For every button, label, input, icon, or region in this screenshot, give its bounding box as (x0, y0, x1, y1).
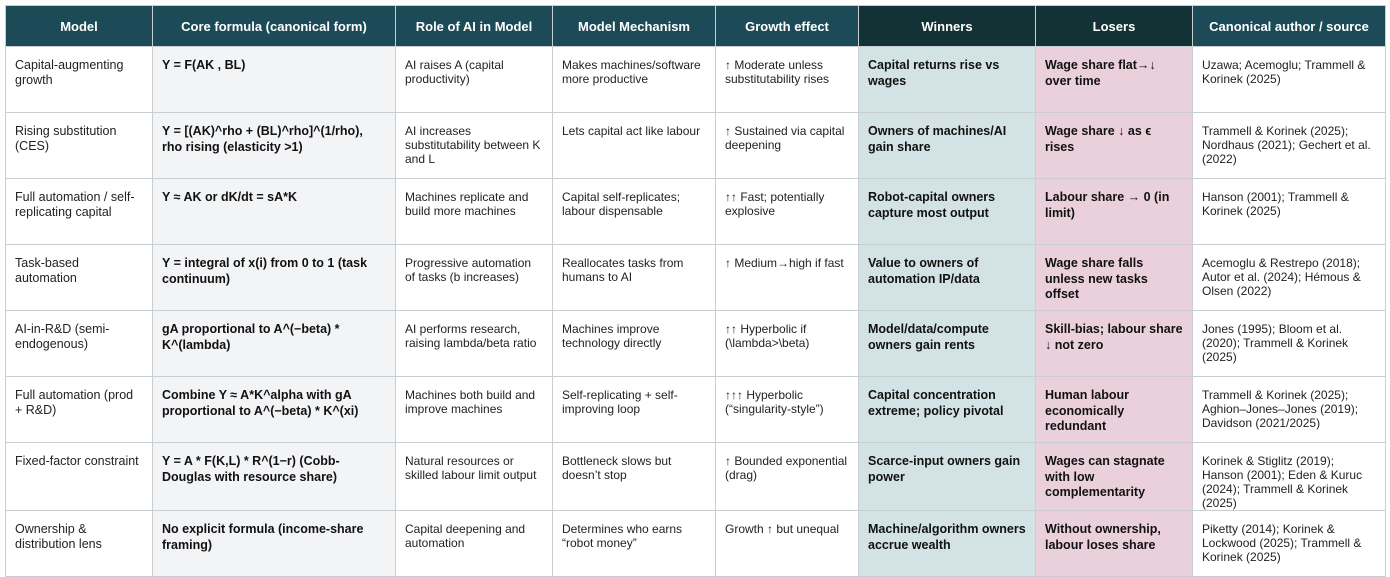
table-cell: AI performs research, raising lambda/bet… (395, 310, 553, 377)
table-cell: Y = integral of x(i) from 0 to 1 (task c… (152, 244, 396, 311)
table-cell: Trammell & Korinek (2025); Nordhaus (202… (1192, 112, 1386, 179)
table-cell: AI raises A (capital productivity) (395, 46, 553, 113)
table-cell: Capital-augmenting growth (5, 46, 153, 113)
table-cell: Full automation / self-replicating capit… (5, 178, 153, 245)
table-cell: Capital self-replicates; labour dispensa… (552, 178, 716, 245)
table-cell: Ownership & distribution lens (5, 510, 153, 577)
table-cell: Capital deepening and automation (395, 510, 553, 577)
table-cell: ↑↑ Hyperbolic if (\lambda>\beta) (715, 310, 859, 377)
table-row: Ownership & distribution lens No explicit… (5, 510, 1386, 577)
table-cell: Full automation (prod + R&D) (5, 376, 153, 443)
table-cell: Determines who earns “robot money” (552, 510, 716, 577)
table-row: Fixed-factor constraint Y = A * F(K,L) * … (5, 442, 1386, 511)
table-cell: Acemoglu & Restrepo (2018); Autor et al.… (1192, 244, 1386, 311)
table-cell: Piketty (2014); Korinek & Lockwood (2025… (1192, 510, 1386, 577)
table-cell: Robot-capital owners capture most output (858, 178, 1036, 245)
table-cell: Value to owners of automation IP/data (858, 244, 1036, 311)
table-cell: Makes machines/software more productive (552, 46, 716, 113)
header-cell: Core formula (canonical form) (152, 5, 396, 47)
header-cell: Winners (858, 5, 1036, 47)
table-row: Full automation / self-replicating capit… (5, 178, 1386, 245)
table-cell: Machine/algorithm owners accrue wealth (858, 510, 1036, 577)
table-cell: Machines both build and improve machines (395, 376, 553, 443)
table-cell: Progressive automation of tasks (b incre… (395, 244, 553, 311)
table-cell: ↑↑↑ Hyperbolic (“singularity-style”) (715, 376, 859, 443)
table-cell: AI increases substitutability between K … (395, 112, 553, 179)
comparison-table: Model Core formula (canonical form) Role o… (5, 5, 1386, 577)
table-cell: Machines replicate and build more machin… (395, 178, 553, 245)
table-cell: Capital returns rise vs wages (858, 46, 1036, 113)
table-cell: gA proportional to A^(−beta) * K^(lambda… (152, 310, 396, 377)
table-cell: AI-in-R&D (semi-endogenous) (5, 310, 153, 377)
header-cell: Canonical author / source (1192, 5, 1386, 47)
table-cell: Model/data/compute owners gain rents (858, 310, 1036, 377)
table-cell: Wage share flat→↓ over time (1035, 46, 1193, 113)
table-row: AI-in-R&D (semi-endogenous) gA proportion… (5, 310, 1386, 377)
table-cell: Trammell & Korinek (2025); Aghion–Jones–… (1192, 376, 1386, 443)
table-cell: Korinek & Stiglitz (2019); Hanson (2001)… (1192, 442, 1386, 511)
table-cell: ↑ Bounded exponential (drag) (715, 442, 859, 511)
header-cell: Model (5, 5, 153, 47)
table-row: Task-based automation Y = integral of x(i… (5, 244, 1386, 311)
table-cell: ↑ Moderate unless substitutability rises (715, 46, 859, 113)
table-cell: Capital concentration extreme; policy pi… (858, 376, 1036, 443)
header-row: Model Core formula (canonical form) Role o… (5, 5, 1386, 47)
table-cell: Fixed-factor constraint (5, 442, 153, 511)
table-cell: Wage share ↓ as ϵ rises (1035, 112, 1193, 179)
table-cell: ↑ Medium→high if fast (715, 244, 859, 311)
table-cell: Y ≈ AK or dK/dt = sA*K (152, 178, 396, 245)
table-row: Rising substitution (CES) Y = [(AK)^rho +… (5, 112, 1386, 179)
table-cell: Hanson (2001); Trammell & Korinek (2025) (1192, 178, 1386, 245)
table-cell: Bottleneck slows but doesn’t stop (552, 442, 716, 511)
table-cell: Scarce-input owners gain power (858, 442, 1036, 511)
table-cell: ↑↑ Fast; potentially explosive (715, 178, 859, 245)
table-cell: Y = [(AK)^rho + (BL)^rho]^(1/rho), rho r… (152, 112, 396, 179)
table-row: Full automation (prod + R&D) Combine Y ≈ … (5, 376, 1386, 443)
header-cell: Model Mechanism (552, 5, 716, 47)
table-cell: Labour share → 0 (in limit) (1035, 178, 1193, 245)
table-cell: Human labour economically redundant (1035, 376, 1193, 443)
table-cell: Y = A * F(K,L) * R^(1−r) (Cobb-Douglas w… (152, 442, 396, 511)
table-cell: Owners of machines/AI gain share (858, 112, 1036, 179)
table-cell: Without ownership, labour loses share (1035, 510, 1193, 577)
header-cell: Losers (1035, 5, 1193, 47)
table-cell: Natural resources or skilled labour limi… (395, 442, 553, 511)
table-cell: No explicit formula (income-share framin… (152, 510, 396, 577)
table-body: Capital-augmenting growth Y = F(AK , BL) A… (5, 46, 1386, 577)
table-cell: Uzawa; Acemoglu; Trammell & Korinek (202… (1192, 46, 1386, 113)
table-cell: Lets capital act like labour (552, 112, 716, 179)
table-row: Capital-augmenting growth Y = F(AK , BL) A… (5, 46, 1386, 113)
table-cell: Wages can stagnate with low complementar… (1035, 442, 1193, 511)
table-cell: Skill-bias; labour share ↓ not zero (1035, 310, 1193, 377)
table-cell: Reallocates tasks from humans to AI (552, 244, 716, 311)
table-cell: Wage share falls unless new tasks offset (1035, 244, 1193, 311)
table-cell: ↑ Sustained via capital deepening (715, 112, 859, 179)
table-cell: Self-replicating + self-improving loop (552, 376, 716, 443)
header-cell: Role of AI in Model (395, 5, 553, 47)
table-cell: Growth ↑ but unequal (715, 510, 859, 577)
header-cell: Growth effect (715, 5, 859, 47)
table-cell: Machines improve technology directly (552, 310, 716, 377)
table-cell: Y = F(AK , BL) (152, 46, 396, 113)
table-cell: Task-based automation (5, 244, 153, 311)
table-cell: Combine Y ≈ A*K^alpha with gA proportion… (152, 376, 396, 443)
table-cell: Rising substitution (CES) (5, 112, 153, 179)
table-cell: Jones (1995); Bloom et al. (2020); Tramm… (1192, 310, 1386, 377)
